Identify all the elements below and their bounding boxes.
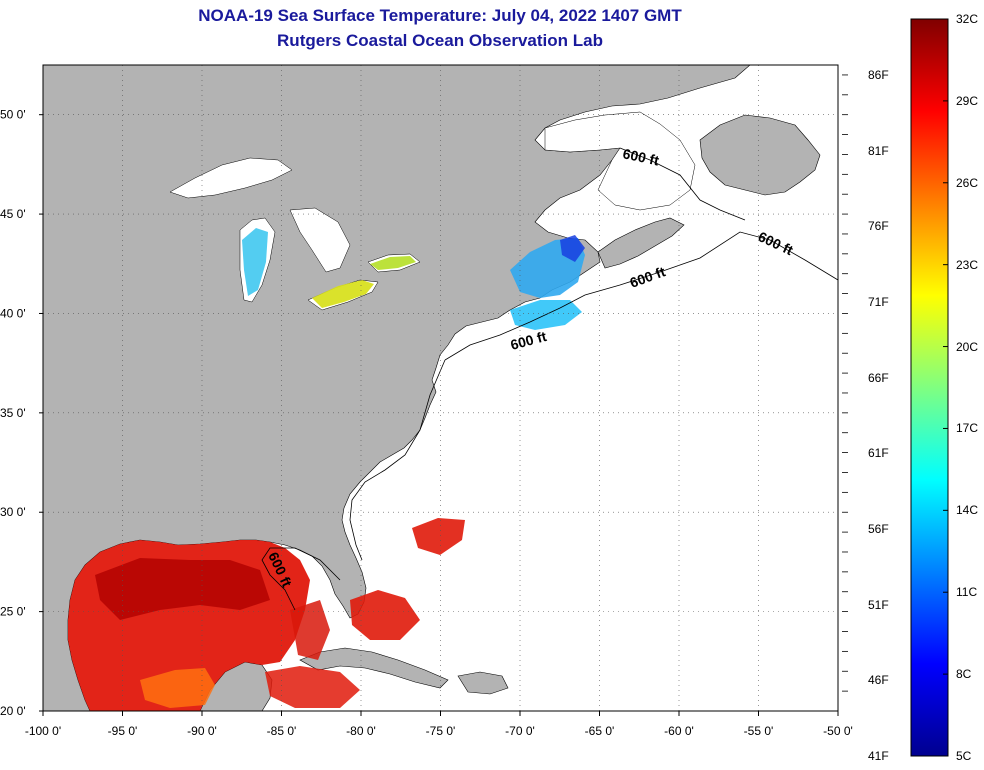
land-nova-scotia [597, 217, 685, 269]
colorbar-celsius-label: 23C [956, 257, 979, 272]
isobath-600ft-gulf [261, 547, 341, 611]
gulf-st-lawrence [544, 111, 696, 211]
colorbar-fahrenheit-label: 46F [868, 673, 889, 688]
lat-tick-label: 45 0' [0, 207, 26, 221]
colorbar-celsius-label: 20C [956, 339, 979, 354]
colorbar-fahrenheit-label: 51F [868, 597, 889, 612]
sst-atlantic-patch-3 [290, 600, 330, 660]
lon-tick-label: -80 0' [346, 724, 376, 738]
colorbar-celsius-label: 11C [956, 585, 978, 600]
colorbar-celsius-label: 26C [956, 175, 979, 190]
lat-tick-label: 20 0' [0, 704, 26, 718]
colorbar-celsius-label: 32C [956, 12, 979, 26]
colorbar-fahrenheit-label: 61F [868, 446, 889, 461]
colorbar [910, 18, 949, 757]
colorbar-fahrenheit-label: 41F [868, 749, 889, 763]
map-axis-ticks: -100 0' -95 0' -90 0' -85 0' -80 0' -75 0' -70… [0, 74, 853, 738]
lat-tick-label: 25 0' [0, 605, 26, 619]
isobath-label-1: 600 ft [621, 145, 660, 168]
lon-tick-label: -85 0' [267, 724, 297, 738]
lat-tick-label: 35 0' [0, 406, 26, 420]
lon-tick-label: -70 0' [505, 724, 535, 738]
lat-tick-label: 50 0' [0, 108, 26, 122]
colorbar-fahrenheit-label: 76F [868, 219, 889, 234]
sst-atlantic-patch-1 [412, 518, 465, 555]
sst-gulf-orange [140, 668, 215, 708]
map-title: NOAA-19 Sea Surface Temperature: July 04… [198, 6, 682, 25]
lon-tick-label: -50 0' [823, 724, 853, 738]
sst-caribbean-patch [265, 666, 360, 708]
sst-lake-ontario [370, 256, 416, 270]
sst-atlantic-patch-2 [350, 590, 420, 640]
colorbar-celsius-label: 8C [956, 667, 972, 682]
sst-gulf-deep-red [95, 558, 270, 620]
colorbar-fahrenheit-label: 81F [868, 143, 889, 158]
colorbar-fahrenheit-label: 71F [868, 295, 889, 309]
lon-tick-label: -100 0' [25, 724, 61, 738]
lake-huron [289, 207, 351, 273]
land-cuba [299, 647, 449, 689]
sst-lake-erie [312, 280, 374, 308]
map-subtitle: Rutgers Coastal Ocean Observation Lab [277, 31, 603, 50]
land-hispaniola [457, 671, 509, 695]
lon-tick-label: -65 0' [585, 724, 615, 738]
colorbar-celsius-label: 14C [956, 503, 979, 518]
lon-tick-label: -60 0' [664, 724, 694, 738]
colorbar-celsius-label: 29C [956, 93, 979, 108]
map-frame [42, 64, 839, 712]
land-newfoundland [699, 114, 821, 196]
colorbar-fahrenheit-label: 86F [868, 68, 889, 82]
lon-tick-label: -75 0' [426, 724, 456, 738]
lon-tick-label: -55 0' [744, 724, 774, 738]
colorbar-fahrenheit-label: 56F [868, 522, 889, 536]
lake-superior [169, 157, 293, 199]
isobath-600ft-laurentian [619, 147, 746, 221]
colorbar-celsius-label: 17C [956, 421, 979, 436]
isobath-600ft-southeast [349, 359, 446, 561]
lon-tick-label: -95 0' [108, 724, 138, 738]
colorbar-ticks [943, 18, 948, 757]
sst-lake-michigan [242, 228, 268, 296]
lat-tick-label: 40 0' [0, 306, 26, 320]
lat-tick-label: 30 0' [0, 505, 26, 519]
colorbar-celsius-label: 5C [956, 749, 972, 763]
lon-tick-label: -90 0' [187, 724, 217, 738]
sst-bay-of-fundy [560, 235, 585, 262]
isobath-600ft-shelf [444, 231, 838, 361]
colorbar-fahrenheit-label: 66F [868, 370, 889, 385]
